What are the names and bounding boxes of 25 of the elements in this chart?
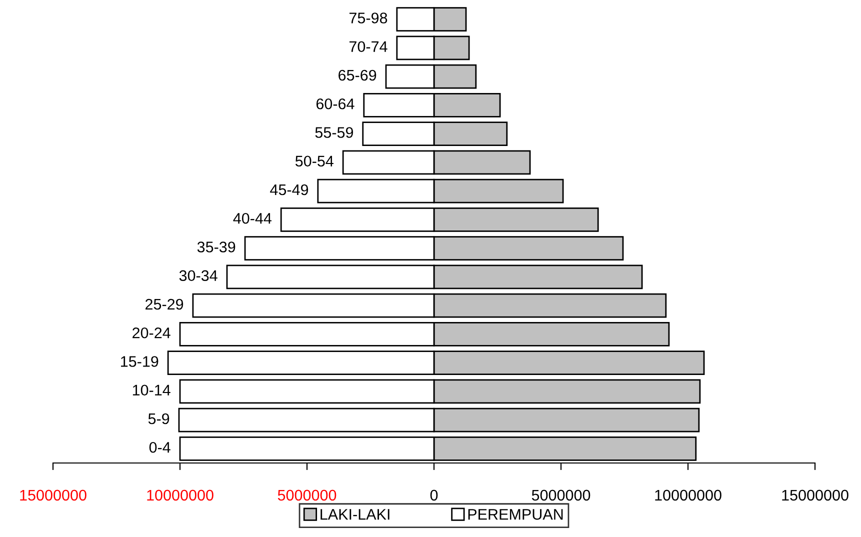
x-tick-label: 5000000 (532, 490, 590, 501)
x-tick-label: 10000000 (147, 490, 214, 501)
y-tick-label: 65-69 (338, 70, 376, 81)
y-tick-label: 45-49 (270, 184, 308, 196)
y-tick-label: 50-54 (295, 156, 334, 167)
y-tick-label: 20-24 (132, 327, 170, 338)
y-tick-label: 40-44 (233, 212, 272, 224)
x-tick-label: 0 (430, 490, 438, 501)
y-tick-label: 70-74 (349, 41, 388, 52)
y-tick-label: 55-59 (315, 127, 354, 138)
x-tick-label: 10000000 (655, 490, 722, 501)
y-tick-label: 5-9 (148, 413, 170, 424)
y-tick-label: 25-29 (146, 298, 184, 310)
y-tick-label: 35-39 (197, 242, 236, 252)
y-tick-label: 60-64 (316, 98, 354, 110)
x-tick-label: 15000000 (20, 490, 86, 501)
x-tick-label: 15000000 (782, 490, 848, 501)
legend-label: LAKI-LAKI (320, 509, 390, 520)
legend-label: PEREMPUAN (468, 509, 563, 520)
x-tick-label: 5000000 (278, 490, 336, 501)
y-tick-label: 15-19 (121, 356, 158, 367)
y-tick-label: 10-14 (132, 384, 170, 396)
y-tick-label: 0-4 (149, 442, 170, 453)
y-tick-label: 30-34 (179, 270, 218, 282)
y-tick-label: 75-98 (349, 12, 388, 24)
